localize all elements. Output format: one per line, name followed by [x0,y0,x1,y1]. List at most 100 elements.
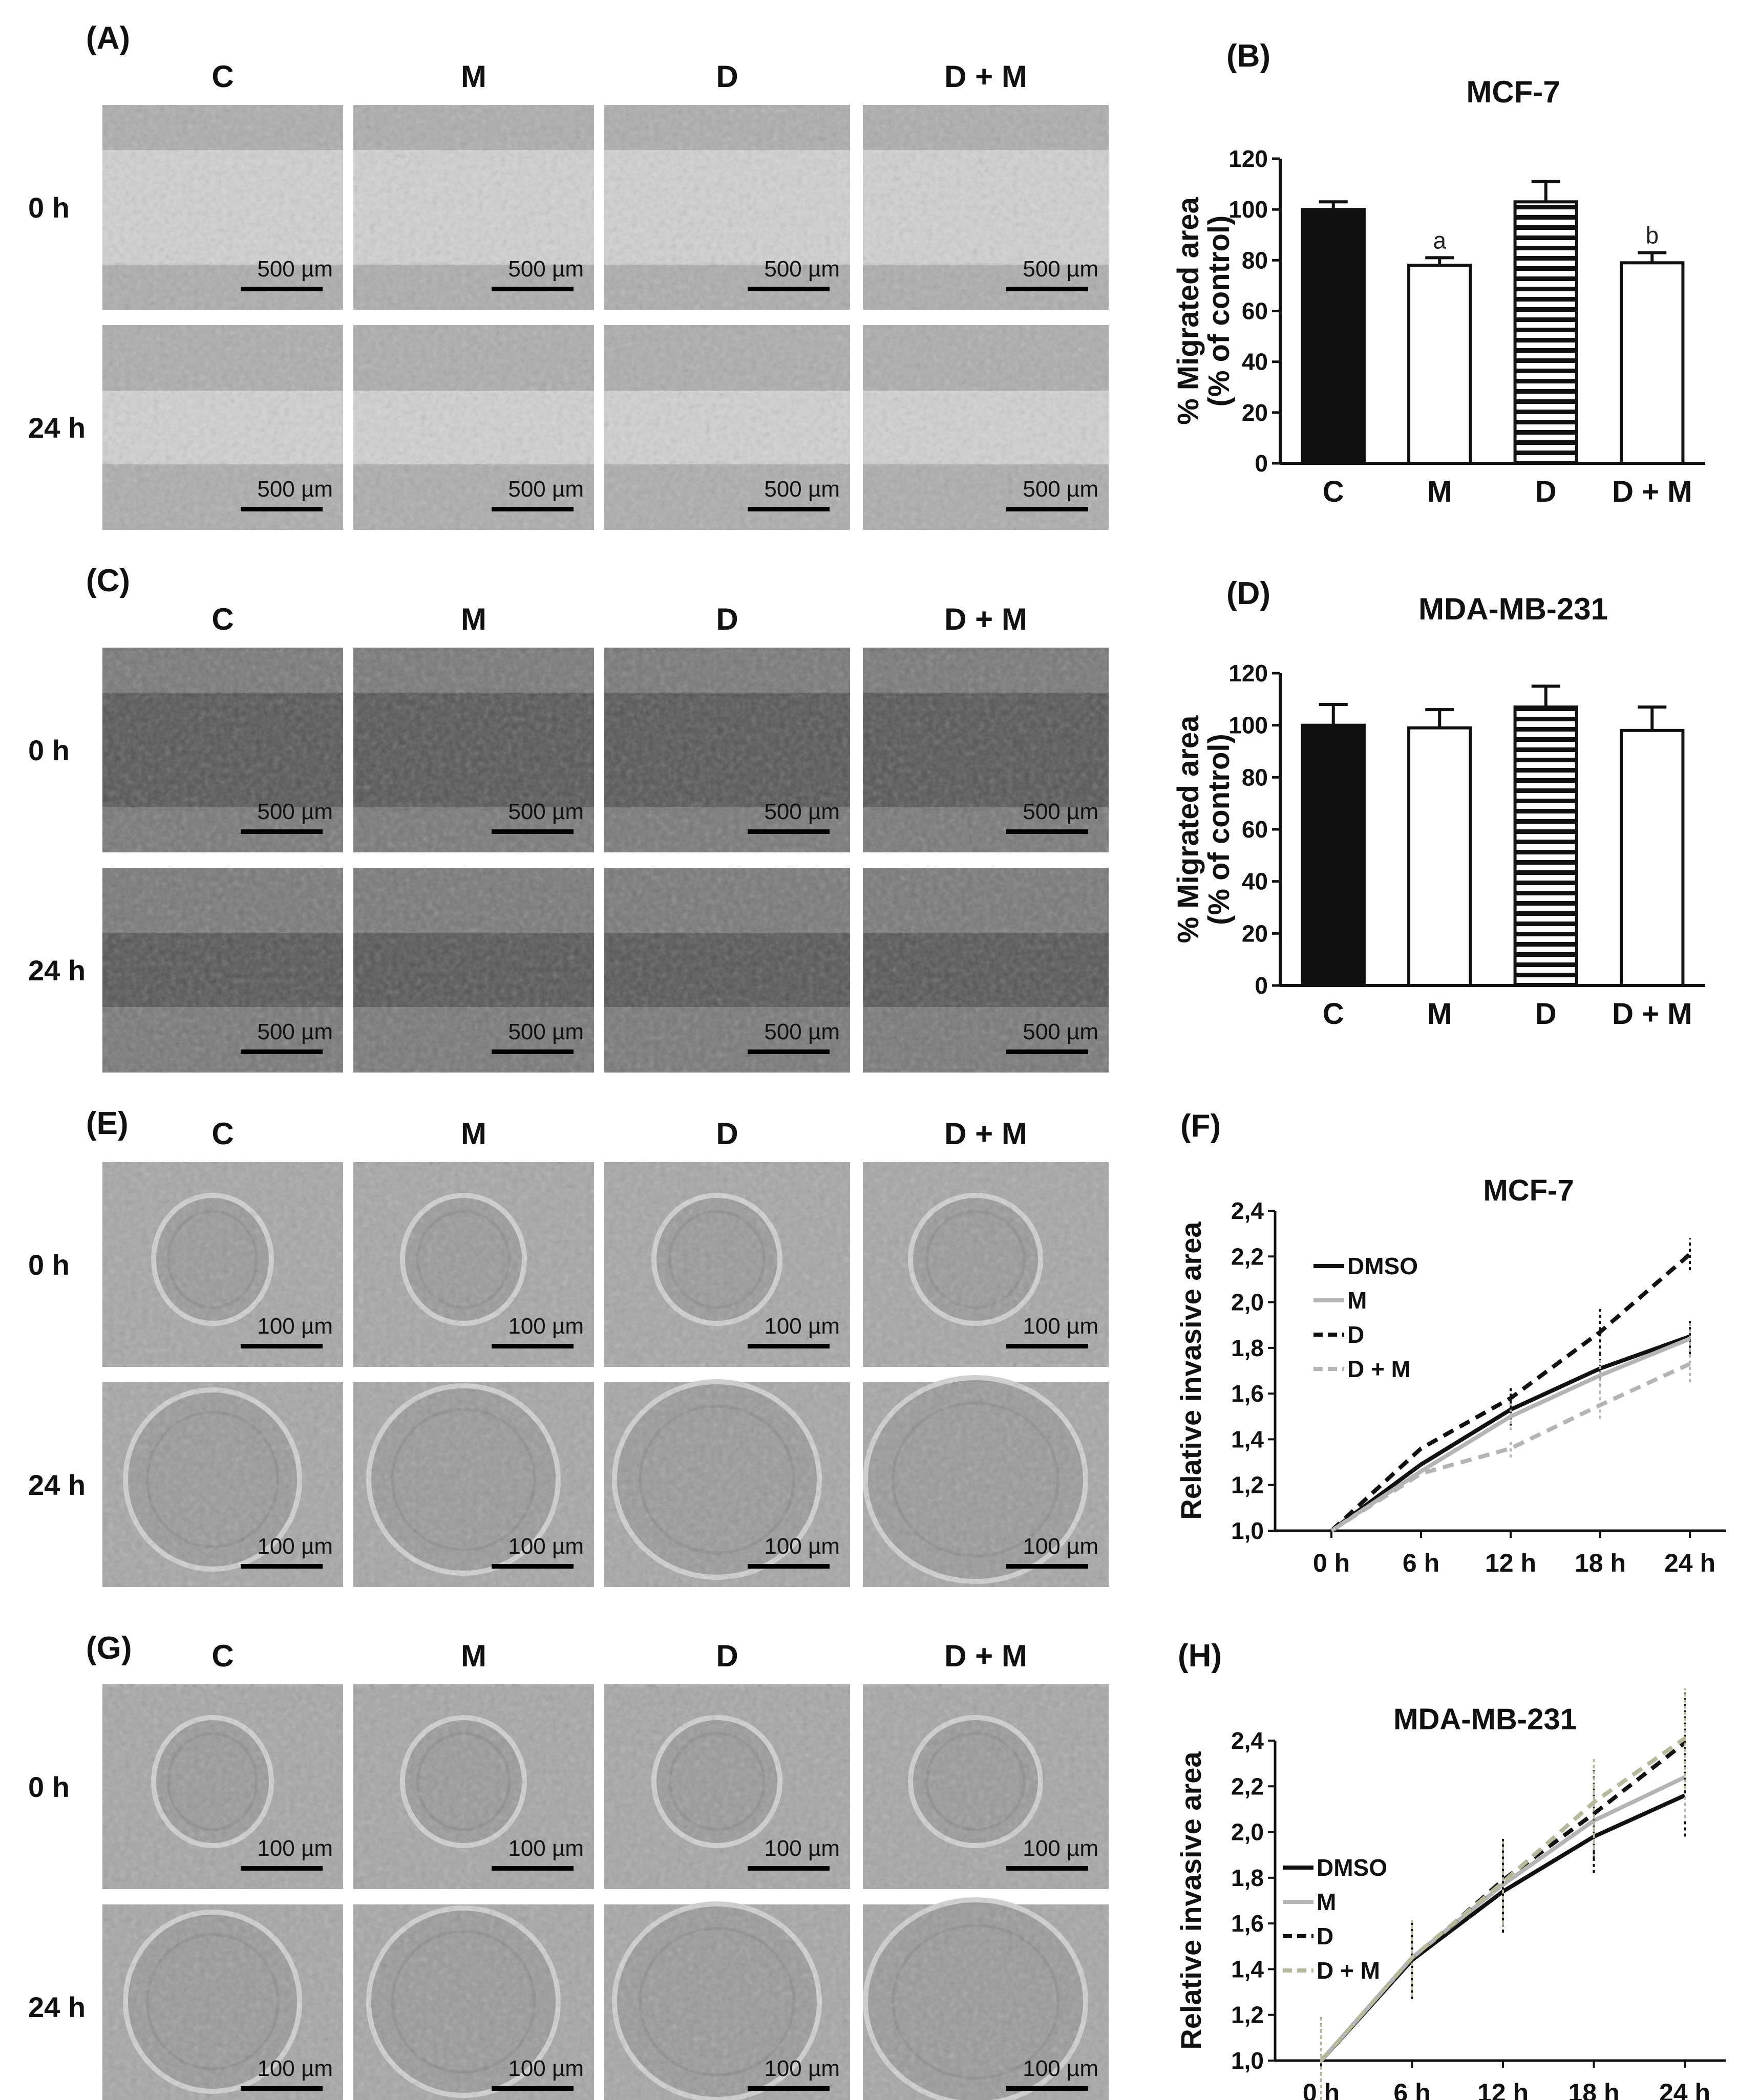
bar-c [1301,723,1366,987]
micrograph-g-0-2: 100 µm [604,1684,850,1889]
scale-bar [241,287,323,291]
scale-bar-label: 500 µm [508,799,584,824]
y-tick-label: 40 [1242,868,1268,895]
micrograph-g-1-1: 100 µm [353,1904,594,2100]
y-tick-label: 2,2 [1231,1243,1264,1270]
bar-m [1407,264,1472,465]
timepoint-label: 0 h [28,1771,70,1803]
x-tick-label: 24 h [1659,2078,1710,2100]
y-tick-label: 1,2 [1231,2002,1264,2028]
legend-label: D + M [1317,1957,1380,1984]
x-tick-label: D [1535,475,1557,508]
scale-bar [492,1344,574,1348]
timepoint-label: 24 h [28,1469,86,1501]
panel-letter-g: (G) [86,1631,132,1666]
scale-bar [1006,1344,1088,1348]
panel-letter-a: (A) [86,20,130,56]
y-tick-label: 1,6 [1231,1380,1264,1407]
y-tick-label: 60 [1242,298,1268,325]
scale-bar-label: 100 µm [257,1836,333,1861]
y-tick-label: 120 [1228,145,1268,172]
micrograph-g-1-3: 100 µm [863,1897,1109,2100]
legend-label: DMSO [1347,1253,1418,1279]
bar-dm [1620,728,1685,988]
y-tick-label: 100 [1228,196,1268,223]
x-tick-label: 12 h [1485,1549,1536,1577]
micrograph-e-0-3: 100 µm [863,1162,1109,1367]
y-tick-label: 2,0 [1231,1819,1264,1846]
scale-bar [748,829,830,834]
micrograph-a-0-1: 500 µm [353,105,594,310]
chart-title: MCF-7 [1466,75,1560,109]
bar-m [1407,726,1472,987]
scale-bar [492,1866,574,1871]
scale-bar [241,1564,323,1569]
micrograph-e-1-0: 100 µm [102,1382,343,1587]
micrograph-a-1-3: 500 µm [863,325,1109,530]
legend-label: DMSO [1317,1854,1387,1881]
scale-bar [492,287,574,291]
condition-label: C [211,59,234,94]
micrograph-e-1-3: 100 µm [863,1375,1109,1587]
scale-bar-label: 100 µm [508,1534,584,1559]
scale-bar-label: 100 µm [764,1534,840,1559]
legend-label: D [1347,1321,1364,1348]
scale-bar-label: 100 µm [764,1836,840,1861]
scale-bar-label: 500 µm [1023,477,1098,502]
series-dm-line [1320,1737,1686,2062]
scale-bar-label: 500 µm [764,477,840,502]
scale-bar [1006,1049,1088,1054]
y-tick-label: 1,0 [1231,2047,1264,2074]
micrograph-c-1-1: 500 µm [353,868,594,1073]
micrograph-c-1-0: 500 µm [102,868,343,1073]
y-tick-label: 0 [1255,450,1268,477]
microscopy-images: C M D D + M 0 h 500 µm 500 µm 500 µm 500 µm 24 h 5… [28,59,1109,2100]
micrograph-g-1-0: 100 µm [102,1904,343,2100]
scale-bar [492,507,574,511]
panel-letter-b: (B) [1226,38,1270,74]
series-dmso-line [1320,1793,1686,2062]
y-axis-label: % Migrated area [1172,197,1205,425]
y-tick-label: 1,8 [1231,1335,1264,1361]
micrograph-e-0-1: 100 µm [353,1162,594,1367]
scale-bar-label: 100 µm [257,2056,333,2081]
panel-letter-d: (D) [1226,576,1270,611]
y-tick-label: 80 [1242,764,1268,790]
x-tick-label: 24 h [1664,1549,1715,1577]
micrograph-e-0-0: 100 µm [102,1162,343,1367]
y-tick-label: 1,0 [1231,1517,1264,1544]
x-tick-label: 12 h [1477,2078,1529,2100]
y-tick-label: 20 [1242,399,1268,426]
condition-label: M [461,602,486,636]
scale-bar-label: 100 µm [1023,1836,1098,1861]
micrograph-a-0-0: 500 µm [102,105,343,310]
series-d-line [1330,1252,1691,1532]
y-tick-label: 100 [1228,712,1268,739]
x-tick-label: D [1535,997,1557,1031]
micrograph-e-0-2: 100 µm [604,1162,850,1367]
scale-bar-label: 100 µm [508,1314,584,1339]
x-tick-label: C [1323,475,1344,508]
condition-label: C [211,1117,234,1151]
scale-bar [1006,829,1088,834]
y-axis-label: % Migrated area [1172,715,1205,944]
scale-bar-label: 500 µm [764,799,840,824]
timepoint-label: 0 h [28,1249,70,1281]
chart-h-mda-invasion: MDA-MB-231 Relative invasive area 1,0 1,2 1,… [1175,1688,1726,2100]
micrograph-a-0-2: 500 µm [604,105,850,310]
scale-bar [241,1344,323,1348]
y-axis-label-2: (% of control) [1202,734,1236,925]
y-tick-label: 1,2 [1231,1472,1264,1498]
bar-d [1513,705,1578,988]
scale-bar-label: 100 µm [508,1836,584,1861]
scale-bar-label: 100 µm [508,2056,584,2081]
scale-bar [492,1049,574,1054]
y-tick-label: 0 [1255,972,1268,999]
y-tick-label: 80 [1242,247,1268,273]
condition-label: D + M [944,1117,1027,1151]
y-tick-label: 2,4 [1231,1197,1264,1224]
scale-bar [748,507,830,511]
condition-label: D [716,1639,738,1673]
scale-bar [1006,1564,1088,1569]
